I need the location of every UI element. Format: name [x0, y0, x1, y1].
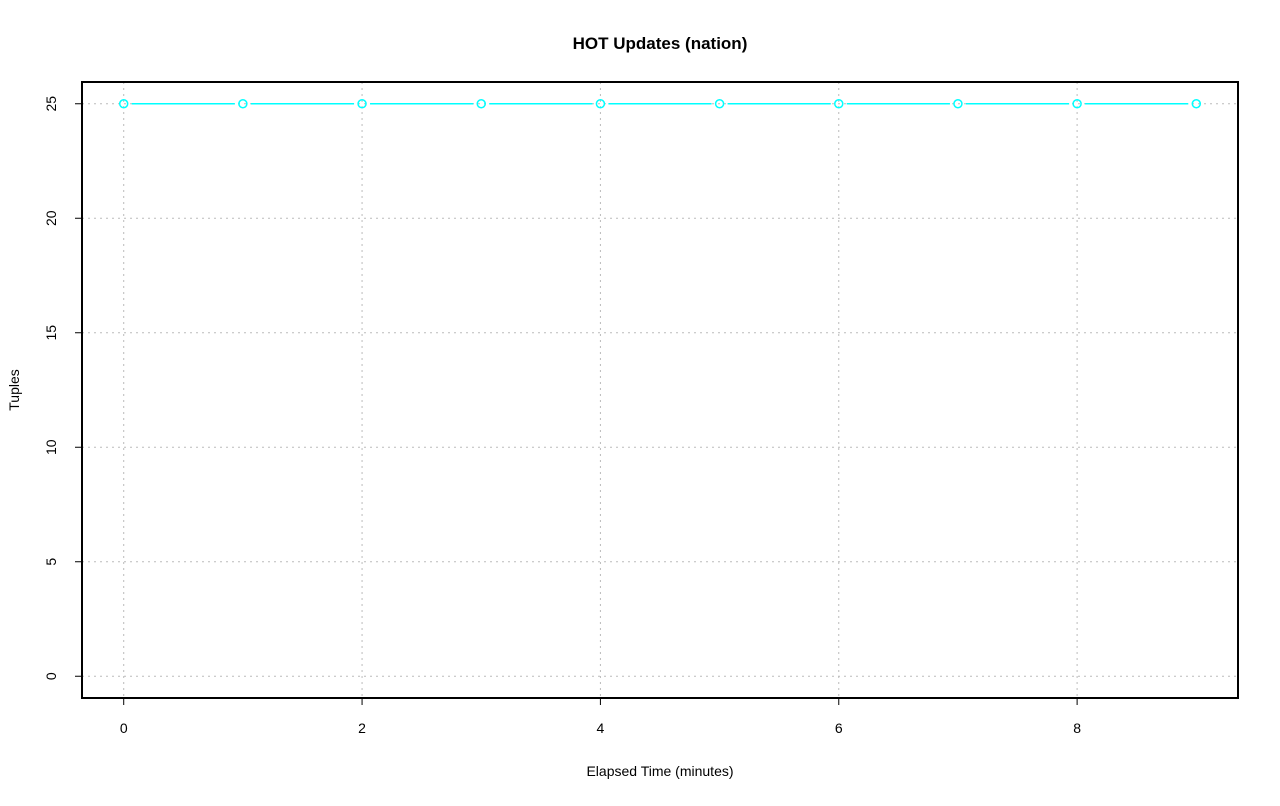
- data-point: [476, 99, 486, 109]
- series: [118, 99, 1202, 109]
- x-tick-label: 6: [835, 720, 843, 736]
- data-point: [714, 99, 725, 109]
- x-axis: 0 2 4 6 8: [120, 697, 1081, 736]
- data-point: [118, 99, 129, 109]
- y-tick-label: 20: [43, 210, 59, 226]
- y-axis-label: Tuples: [6, 369, 22, 411]
- x-tick-label: 0: [120, 720, 128, 736]
- data-point: [1072, 99, 1082, 109]
- y-tick-label: 5: [43, 558, 59, 566]
- plot-frame: [81, 81, 1239, 699]
- grid: [82, 82, 1238, 698]
- data-point: [595, 99, 606, 109]
- y-tick-label: 10: [43, 439, 59, 455]
- data-point: [953, 99, 963, 109]
- data-point: [357, 99, 367, 109]
- y-tick-label: 25: [43, 96, 59, 112]
- data-point: [238, 99, 248, 109]
- data-point: [1191, 99, 1202, 109]
- y-axis: 0 5 10 15 20 25: [43, 96, 82, 680]
- x-tick-label: 4: [597, 720, 605, 736]
- data-point: [834, 99, 844, 109]
- x-tick-label: 2: [358, 720, 366, 736]
- chart-title: HOT Updates (nation): [573, 34, 748, 53]
- y-tick-label: 15: [43, 325, 59, 341]
- x-tick-label: 8: [1073, 720, 1081, 736]
- y-tick-label: 0: [43, 672, 59, 680]
- x-axis-label: Elapsed Time (minutes): [586, 763, 733, 779]
